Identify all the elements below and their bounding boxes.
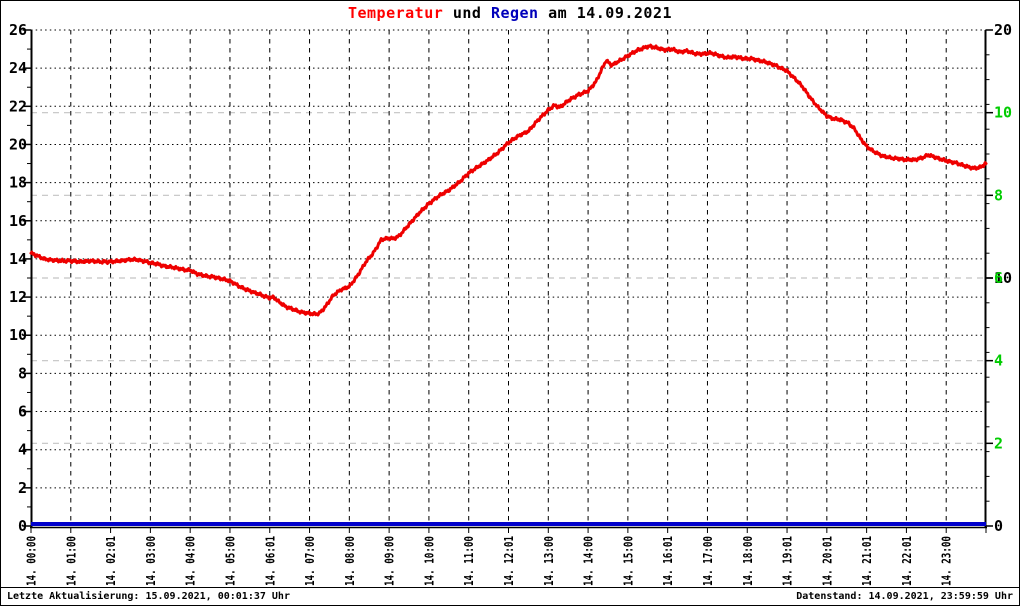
left-axis-tick-label: 18 <box>9 174 27 192</box>
x-axis-tick-label: 14. 17:00 <box>701 536 715 586</box>
x-axis-tick-label: 14. 15:00 <box>621 536 635 586</box>
x-axis-tick-label: 14. 23:00 <box>940 536 954 586</box>
left-axis-tick-label: 8 <box>18 364 27 382</box>
temperature-line <box>29 43 988 317</box>
x-axis-tick-label: 14. 04:00 <box>184 536 198 586</box>
x-axis-tick-label: 14. 00:00 <box>25 536 39 586</box>
chart-title-temperatur: Temperatur <box>347 4 444 22</box>
footer-data-state: Datenstand: 14.09.2021, 23:59:59 Uhr <box>796 591 1013 602</box>
x-axis-tick-label: 14. 10:00 <box>422 536 436 586</box>
right-axis-green-tick-label: 2 <box>994 434 1003 452</box>
x-axis-tick-label: 14. 06:01 <box>263 536 277 586</box>
x-axis-tick-label: 14. 01:00 <box>64 536 78 586</box>
left-axis-tick-label: 10 <box>9 326 27 344</box>
left-axis-tick-label: 4 <box>18 441 27 459</box>
left-axis-tick-label: 12 <box>9 288 27 306</box>
left-axis-tick-label: 2 <box>18 479 27 497</box>
right-axis-green-tick-label: 4 <box>994 352 1003 370</box>
x-axis-tick-label: 14. 20:01 <box>820 536 834 586</box>
x-axis-tick-label: 14. 05:00 <box>223 536 237 586</box>
footer: Letzte Aktualisierung: 15.09.2021, 00:01… <box>1 587 1019 605</box>
left-axis-tick-label: 26 <box>9 21 27 39</box>
x-axis-tick-label: 14. 07:00 <box>303 536 317 586</box>
x-axis-tick-label: 14. 09:00 <box>383 536 397 586</box>
x-axis-tick-label: 14. 03:00 <box>144 536 158 586</box>
right-axis-black-tick-label: 10 <box>994 269 1012 287</box>
right-axis-black-tick-label: 20 <box>994 21 1012 39</box>
right-axis-green-tick-label: 6 <box>994 269 1003 287</box>
x-axis-tick-label: 14. 11:00 <box>462 536 476 586</box>
x-axis-tick-label: 14. 08:00 <box>343 536 357 586</box>
left-axis-tick-label: 24 <box>9 59 27 77</box>
x-axis-tick-label: 14. 12:01 <box>502 536 516 586</box>
chart-title-regen: Regen <box>490 4 539 22</box>
left-axis-tick-label: 6 <box>18 403 27 421</box>
left-axis-tick-label: 0 <box>18 517 27 535</box>
chart-title-und: und <box>452 4 482 22</box>
x-axis-tick-label: 14. 16:01 <box>661 536 675 586</box>
left-axis-tick-label: 22 <box>9 97 27 115</box>
x-axis-tick-label: 14. 02:01 <box>104 536 118 586</box>
chart-title-date: am 14.09.2021 <box>548 4 673 22</box>
right-axis-green-tick-label: 8 <box>994 186 1003 204</box>
chart-title: Temperatur und Regen am 14.09.2021 <box>1 4 1019 22</box>
footer-last-update: Letzte Aktualisierung: 15.09.2021, 00:01… <box>7 591 290 602</box>
x-axis-tick-label: 14. 19:01 <box>781 536 795 586</box>
left-axis-tick-label: 20 <box>9 135 27 153</box>
x-axis-tick-label: 14. 22:01 <box>900 536 914 586</box>
x-axis-tick-label: 14. 14:00 <box>582 536 596 586</box>
x-axis-tick-label: 14. 18:00 <box>741 536 755 586</box>
left-axis-tick-label: 16 <box>9 212 27 230</box>
x-axis-tick-label: 14. 13:00 <box>542 536 556 586</box>
right-axis-black-tick-label: 0 <box>994 517 1003 535</box>
right-axis-green-tick-label: 10 <box>994 104 1012 122</box>
x-axis-tick-label: 14. 21:01 <box>860 536 874 586</box>
left-axis-tick-label: 14 <box>9 250 27 268</box>
